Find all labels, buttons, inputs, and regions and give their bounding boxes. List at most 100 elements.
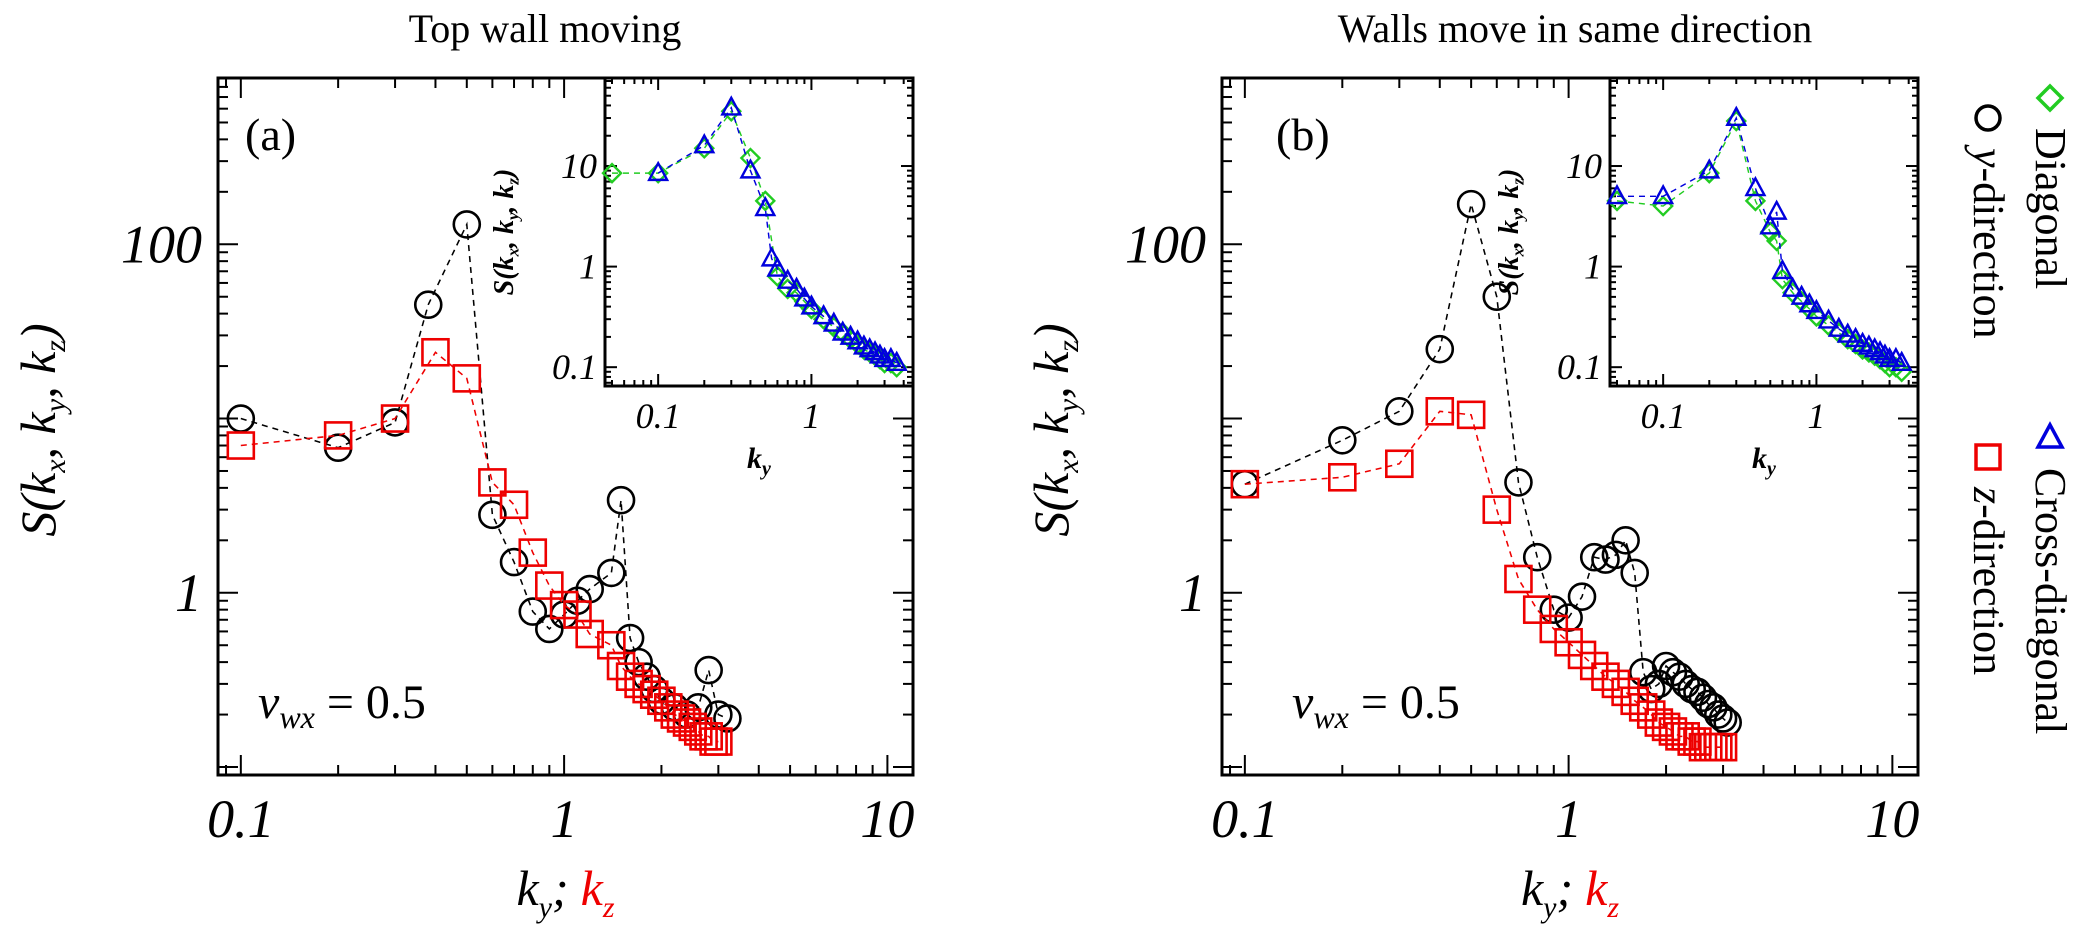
data-point-diamond: [601, 162, 623, 184]
data-point-triangle: [766, 256, 789, 277]
inset-x-axis-label: ky: [1752, 442, 1776, 480]
data-point-triangle: [1759, 214, 1782, 235]
x-axis-label-part: k: [581, 860, 604, 916]
data-point-square: [694, 722, 723, 751]
y-tick-label: 1: [1179, 563, 1206, 623]
x-tick-label: 1: [551, 789, 578, 849]
data-point-circle: [1539, 595, 1569, 624]
data-point-square: [1385, 449, 1414, 479]
inset-y-tick-label: 1: [1584, 247, 1602, 287]
series-line-square: [1244, 410, 1724, 748]
data-point-triangle: [1890, 350, 1913, 371]
data-point-circle: [1456, 189, 1486, 219]
data-point-triangle: [1781, 276, 1804, 297]
panel-label: (b): [1276, 109, 1330, 160]
series-line-circle: [1244, 203, 1729, 724]
data-point-triangle: [852, 334, 875, 355]
data-point-triangle: [1805, 298, 1828, 320]
data-point-circle: [606, 485, 636, 515]
data-point-triangle: [1606, 183, 1629, 205]
data-point-circle: [694, 655, 723, 685]
data-point-triangle: [1698, 158, 1721, 179]
data-point-square: [1579, 651, 1609, 681]
x-tick-label: 10: [1865, 789, 1919, 849]
x-axis-label-sub: z: [602, 891, 615, 924]
data-point-circle: [1636, 674, 1666, 704]
data-point-circle: [1504, 468, 1533, 497]
data-point-triangle: [1863, 337, 1886, 358]
data-point-triangle: [793, 286, 816, 307]
data-point-circle: [1482, 282, 1512, 312]
data-point-square: [1611, 677, 1640, 707]
data-point-square: [1601, 669, 1631, 699]
inset-x-tick-label: 0.1: [636, 396, 681, 436]
data-point-circle: [1425, 334, 1455, 364]
data-point-circle: [1704, 700, 1733, 729]
data-point-square: [1628, 693, 1658, 722]
data-point-circle: [1601, 540, 1631, 570]
data-point-triangle: [739, 158, 762, 179]
data-point-triangle: [1827, 316, 1850, 337]
data-point-triangle: [868, 343, 891, 364]
x-axis-label-sub: y: [536, 891, 553, 924]
panel-label: (a): [245, 109, 296, 160]
data-point-circle: [1385, 397, 1414, 426]
inset-frame: [603, 76, 915, 388]
data-point-square: [1688, 732, 1718, 762]
data-point-square: [421, 337, 450, 367]
inset-x-tick-label: 1: [802, 396, 820, 436]
inset-y-axis-label: S(kx, ky, kz): [489, 169, 523, 296]
data-point-circle: [1688, 683, 1718, 712]
data-point-diamond: [1771, 268, 1794, 290]
inset-y-tick-label: 0.1: [552, 347, 597, 387]
data-point-circle: [499, 547, 529, 577]
legend-label: y-direction: [1964, 144, 2013, 339]
data-point-square: [499, 490, 529, 520]
data-point-diamond: [766, 265, 789, 288]
velocity-annotation: vwx = 0.5: [258, 676, 426, 735]
main-data: [1230, 189, 1742, 762]
legend-marker-diamond: [2035, 83, 2065, 113]
data-point-circle: [597, 558, 626, 588]
velocity-annotation: vwx = 0.5: [1292, 676, 1460, 735]
y-tick-label: 100: [121, 214, 202, 274]
data-point-circle: [1713, 708, 1742, 737]
y-axis-label: S(kx, ky, kz): [10, 323, 72, 536]
data-point-triangle: [1798, 292, 1821, 313]
legend-marker-circle: [1974, 104, 2002, 132]
data-point-square: [1230, 469, 1260, 499]
data-point-triangle: [693, 133, 716, 154]
data-point-circle: [1522, 542, 1552, 572]
data-point-triangle: [1744, 175, 1767, 197]
data-point-square: [1504, 564, 1533, 594]
data-point-triangle: [885, 350, 908, 371]
data-point-triangle: [720, 95, 743, 116]
data-point-triangle: [1765, 199, 1788, 220]
y-tick-label: 100: [1125, 214, 1206, 274]
data-point-triangle: [1873, 343, 1896, 364]
data-point-triangle: [760, 246, 783, 267]
data-point-square: [1482, 495, 1512, 524]
data-point-square: [478, 468, 507, 497]
data-point-square: [575, 619, 605, 649]
data-point-circle: [478, 500, 507, 530]
data-point-square: [380, 404, 410, 433]
data-point-square: [624, 669, 653, 699]
inset-y-axis-label: S(kx, ky, kz): [1494, 169, 1528, 296]
data-point-circle: [518, 597, 548, 626]
data-point-square: [1456, 400, 1486, 430]
data-point-circle: [1620, 558, 1649, 588]
data-point-triangle: [785, 276, 808, 297]
inset-x-tick-label: 0.1: [1641, 396, 1686, 436]
inset-y-tick-label: 10: [1566, 146, 1602, 186]
data-point-square: [1328, 462, 1357, 492]
legend-marker-triangle: [2035, 421, 2065, 449]
data-point-circle: [1567, 582, 1597, 611]
inset: 0.1 1 0.1 1 10 ky S(kx, ky, kz): [1494, 76, 1920, 480]
inset-x-tick-label: 1: [1807, 396, 1825, 436]
data-point-diamond: [739, 147, 762, 169]
data-point-triangle: [1652, 183, 1675, 205]
data-point-circle: [1579, 542, 1609, 572]
